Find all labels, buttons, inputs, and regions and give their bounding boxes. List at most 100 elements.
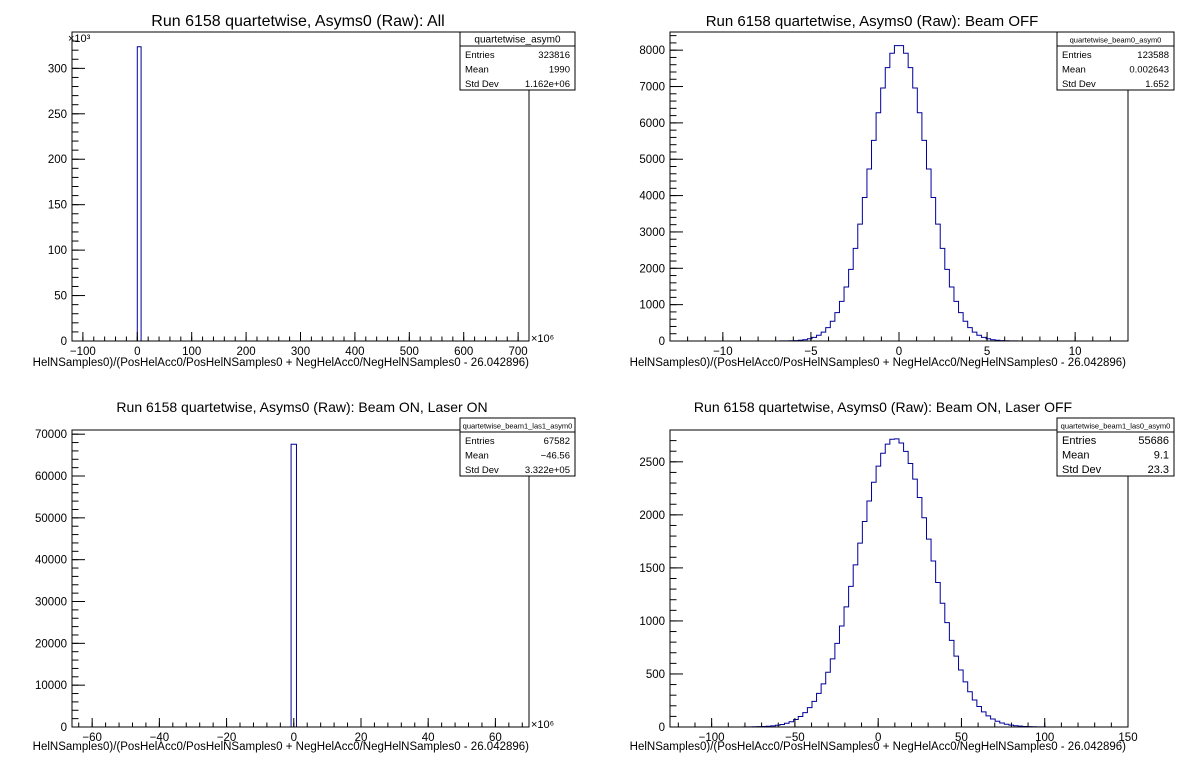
stats-value-mean: 1990 — [549, 65, 570, 76]
y-tick-label: 6000 — [639, 118, 665, 130]
histogram-series — [670, 438, 1128, 728]
y-tick-label: 250 — [48, 109, 67, 121]
stats-label-std_dev: Std Dev — [1062, 464, 1102, 476]
stats-label-entries: Entries — [1062, 435, 1097, 447]
x-axis-label: HelNSamples0)/(PosHelAcc0/PosHelNSamples… — [630, 357, 1126, 369]
stats-box: quartetwise_beam0_asym0 Entries 123588 Mean… — [1056, 31, 1175, 91]
stats-value-std_dev: 1.162e+06 — [525, 79, 570, 90]
stats-value-std_dev: 1.652 — [1145, 79, 1169, 90]
y-tick-label: 150 — [48, 200, 67, 212]
histogram-title: Run 6158 quartetwise, Asyms0 (Raw): Beam… — [116, 399, 487, 415]
x-tick-label: 600 — [454, 346, 473, 358]
x-tick-label: 400 — [345, 346, 364, 358]
y-tick-label: 200 — [48, 154, 67, 166]
y-tick-label: 300 — [48, 63, 67, 75]
x-tick-label: 5 — [984, 346, 990, 358]
y-tick-label: 30000 — [35, 597, 67, 609]
y-axis-multiplier: ×10³ — [68, 33, 91, 45]
x-tick-label: 50 — [955, 732, 968, 744]
stats-label-entries: Entries — [465, 50, 495, 61]
x-tick-label: 10 — [1069, 346, 1082, 358]
x-tick-label: 150 — [1118, 732, 1137, 744]
x-tick-label: 60 — [489, 732, 502, 744]
y-tick-label: 1000 — [639, 616, 665, 628]
stats-label-mean: Mean — [1062, 65, 1086, 76]
y-tick-label: 2000 — [639, 263, 665, 275]
stats-value-entries: 123588 — [1137, 50, 1169, 61]
stats-value-mean: 9.1 — [1154, 450, 1169, 462]
y-tick-label: 0 — [61, 336, 67, 348]
histogram-pad-2: Run 6158 quartetwise, Asyms0 (Raw): Beam… — [630, 13, 1175, 369]
stats-value-entries: 323816 — [538, 50, 570, 61]
stats-box-frame — [1056, 417, 1175, 477]
plot-frame — [71, 429, 530, 728]
y-tick-label: 10000 — [35, 680, 67, 692]
y-tick-label: 70000 — [35, 429, 67, 441]
histogram-pad-4: Run 6158 quartetwise, Asyms0 (Raw): Beam… — [630, 399, 1175, 753]
x-tick-label: −10 — [713, 346, 733, 358]
y-tick-label: 8000 — [639, 45, 665, 57]
y-tick-label: 1500 — [639, 563, 665, 575]
x-tick-label: −20 — [217, 732, 237, 744]
y-tick-label: 5000 — [639, 154, 665, 166]
x-tick-label: 0 — [875, 732, 881, 744]
x-tick-label: −40 — [150, 732, 170, 744]
stats-label-std_dev: Std Dev — [465, 79, 499, 90]
x-axis-label: HelNSamples0)/(PosHelAcc0/PosHelNSamples… — [630, 741, 1126, 753]
stats-label-mean: Mean — [1062, 450, 1090, 462]
stats-label-std_dev: Std Dev — [1062, 79, 1096, 90]
stats-value-entries: 67582 — [544, 436, 570, 447]
y-tick-label: 500 — [646, 669, 665, 681]
stats-name: quartetwise_asym0 — [474, 35, 561, 46]
stats-box-frame — [1056, 31, 1175, 91]
x-tick-label: −50 — [785, 732, 805, 744]
y-tick-label: 20000 — [35, 638, 67, 650]
histogram-title: Run 6158 quartetwise, Asyms0 (Raw): Beam… — [706, 13, 1039, 30]
stats-label-entries: Entries — [465, 436, 495, 447]
stats-box-frame — [459, 31, 576, 91]
y-tick-label: 0 — [61, 722, 67, 734]
histogram-pad-1: Run 6158 quartetwise, Asyms0 (Raw): All −… — [33, 13, 576, 369]
y-tick-label: 3000 — [639, 227, 665, 239]
y-tick-label: 0 — [659, 336, 665, 348]
stats-value-std_dev: 3.322e+05 — [525, 465, 570, 476]
stats-name: quartetwise_beam1_las1_asym0 — [463, 422, 573, 431]
stats-box: quartetwise_beam1_las1_asym0 Entries 67582… — [459, 417, 576, 477]
x-axis-label: HelNSamples0)/(PosHelAcc0/PosHelNSamples… — [33, 357, 529, 369]
stats-box: quartetwise_asym0 Entries 323816 Mean 1990 St… — [459, 31, 576, 91]
x-tick-label: 100 — [1035, 732, 1054, 744]
x-tick-label: 0 — [134, 346, 140, 358]
x-tick-label: 700 — [509, 346, 528, 358]
stats-label-std_dev: Std Dev — [465, 465, 499, 476]
x-tick-label: 500 — [400, 346, 419, 358]
stats-box: quartetwise_beam1_las0_asym0 Entries 55686… — [1056, 417, 1175, 477]
stats-value-mean: 0.002643 — [1129, 65, 1169, 76]
stats-value-mean: −46.56 — [541, 451, 570, 462]
y-tick-label: 60000 — [35, 471, 67, 483]
histogram-pad-3: Run 6158 quartetwise, Asyms0 (Raw): Beam… — [33, 399, 576, 753]
x-tick-label: −5 — [804, 346, 817, 358]
x-tick-label: 200 — [237, 346, 256, 358]
x-tick-label: 100 — [182, 346, 201, 358]
stats-value-std_dev: 23.3 — [1148, 464, 1169, 476]
histogram-title: Run 6158 quartetwise, Asyms0 (Raw): All — [151, 13, 444, 30]
x-tick-label: −60 — [82, 732, 102, 744]
y-tick-label: 1000 — [639, 300, 665, 312]
stats-label-mean: Mean — [465, 65, 489, 76]
y-tick-label: 2500 — [639, 457, 665, 469]
stats-box-frame — [459, 417, 576, 477]
y-tick-label: 40000 — [35, 555, 67, 567]
x-tick-label: 20 — [355, 732, 368, 744]
x-tick-label: 0 — [291, 732, 297, 744]
stats-name: quartetwise_beam0_asym0 — [1070, 36, 1162, 45]
histogram-title: Run 6158 quartetwise, Asyms0 (Raw): Beam… — [694, 399, 1072, 415]
y-tick-label: 50000 — [35, 513, 67, 525]
stats-label-mean: Mean — [465, 451, 489, 462]
stats-name: quartetwise_beam1_las0_asym0 — [1061, 422, 1171, 431]
y-tick-label: 50 — [54, 291, 67, 303]
y-tick-label: 0 — [659, 722, 665, 734]
x-tick-label: 0 — [896, 346, 902, 358]
y-tick-label: 4000 — [639, 191, 665, 203]
x-tick-label: −100 — [699, 732, 725, 744]
